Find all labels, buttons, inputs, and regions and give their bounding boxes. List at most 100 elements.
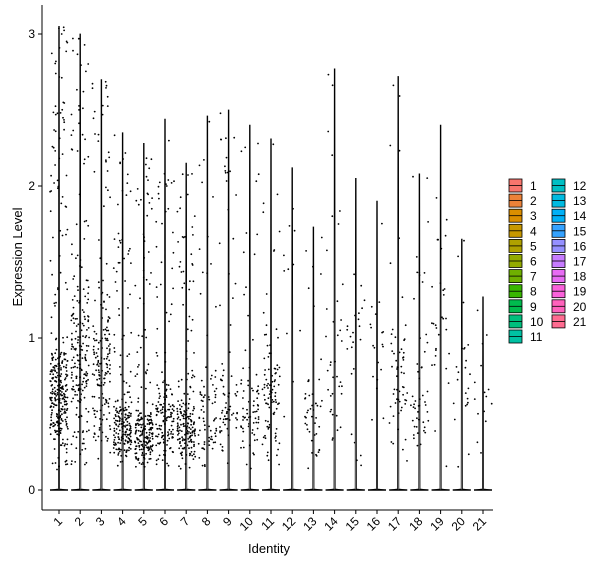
data-point <box>315 433 318 435</box>
data-point <box>274 379 276 381</box>
data-point <box>350 372 353 375</box>
data-point <box>60 368 62 371</box>
data-point <box>476 441 479 444</box>
data-point <box>193 441 195 443</box>
data-point <box>119 161 121 164</box>
data-point <box>361 307 363 310</box>
points-10 <box>240 142 260 470</box>
data-point <box>54 293 57 296</box>
data-point <box>55 376 58 379</box>
data-point <box>304 393 307 395</box>
data-point <box>65 366 67 369</box>
data-point <box>176 427 179 430</box>
data-point <box>125 382 128 384</box>
data-point <box>404 438 407 441</box>
data-point <box>172 428 174 431</box>
data-point <box>141 443 144 446</box>
data-point <box>369 323 372 326</box>
data-point <box>67 427 69 430</box>
data-point <box>157 192 160 195</box>
data-point <box>336 334 339 337</box>
data-point <box>204 394 206 396</box>
data-point <box>194 434 197 437</box>
legend-label: 17 <box>573 255 587 269</box>
data-point <box>77 384 79 387</box>
data-point <box>61 398 64 400</box>
data-point <box>94 299 96 302</box>
data-point <box>128 391 130 393</box>
data-point <box>274 437 277 439</box>
data-point <box>262 202 265 205</box>
data-point <box>150 272 152 274</box>
violin-19 <box>431 124 450 491</box>
data-point <box>264 398 266 401</box>
data-point <box>311 415 313 418</box>
data-point <box>127 307 129 309</box>
data-point <box>331 154 334 157</box>
data-point <box>293 229 296 232</box>
data-point <box>248 423 250 425</box>
data-point <box>424 431 427 434</box>
data-point <box>65 206 68 208</box>
data-point <box>113 405 115 408</box>
data-point <box>487 388 490 391</box>
data-point <box>200 394 203 396</box>
data-point <box>64 396 67 399</box>
data-point <box>360 464 362 467</box>
data-point <box>139 346 142 349</box>
data-point <box>299 329 301 332</box>
data-point <box>77 339 79 341</box>
data-point <box>103 301 105 303</box>
data-point <box>283 254 285 257</box>
data-point <box>208 436 211 439</box>
data-point <box>256 427 259 430</box>
data-point <box>53 129 55 131</box>
data-point <box>75 325 78 327</box>
data-point <box>114 442 117 445</box>
data-point <box>155 459 158 462</box>
data-point <box>483 410 485 413</box>
data-point <box>82 380 84 383</box>
data-point <box>177 380 180 383</box>
data-point <box>193 453 195 456</box>
points-5 <box>134 157 154 468</box>
data-point <box>93 413 96 416</box>
data-point <box>172 433 174 435</box>
data-point <box>222 374 224 377</box>
data-point <box>186 328 189 331</box>
data-point <box>172 420 175 423</box>
data-point <box>155 413 158 416</box>
violin-7 <box>177 162 196 491</box>
data-point <box>377 361 379 364</box>
data-point <box>263 373 266 376</box>
data-point <box>73 295 76 297</box>
data-point <box>143 458 146 460</box>
x-tick-label: 6 <box>156 514 171 529</box>
data-point <box>73 275 76 278</box>
data-point <box>402 351 405 354</box>
data-point <box>185 426 188 429</box>
data-point <box>437 333 440 336</box>
data-point <box>214 435 217 438</box>
data-point <box>87 345 90 347</box>
data-point <box>87 155 90 158</box>
data-point <box>261 388 264 391</box>
data-point <box>87 320 90 323</box>
data-point <box>101 337 103 340</box>
data-point <box>60 367 62 369</box>
data-point <box>137 424 140 426</box>
data-point <box>205 366 207 369</box>
data-point <box>51 388 54 391</box>
data-point <box>431 285 433 288</box>
data-point <box>66 336 69 339</box>
data-point <box>55 404 58 407</box>
data-point <box>457 465 460 468</box>
data-point <box>191 430 194 433</box>
data-point <box>95 369 97 372</box>
data-point <box>123 421 125 424</box>
data-point <box>162 438 165 441</box>
data-point <box>201 271 204 274</box>
data-point <box>105 186 107 189</box>
data-point <box>81 322 84 325</box>
data-point <box>236 390 239 393</box>
